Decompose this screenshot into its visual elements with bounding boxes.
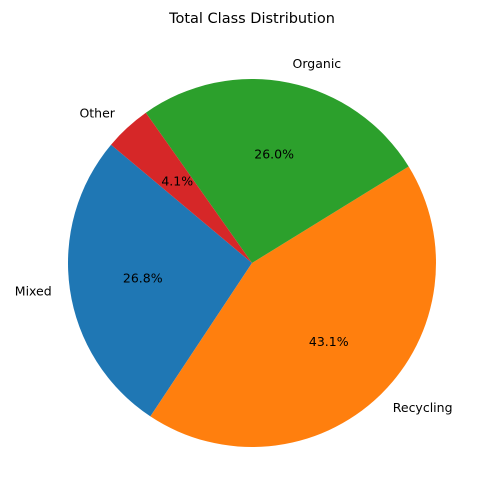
labels-layer: Mixed 26.8% Recycling 43.1% Organic 26.0% Othe… bbox=[15, 56, 453, 415]
pct-label-recycling: 43.1% bbox=[309, 334, 349, 349]
pie-slice-other bbox=[111, 112, 252, 263]
chart-title: Total Class Distribution bbox=[168, 11, 335, 27]
slice-label-mixed: Mixed bbox=[15, 284, 52, 299]
pie-slice-recycling bbox=[150, 166, 437, 448]
pie-slice-organic bbox=[145, 78, 409, 263]
pct-label-mixed: 26.8% bbox=[123, 270, 163, 285]
slice-label-recycling: Recycling bbox=[393, 400, 453, 415]
slices-layer bbox=[68, 78, 437, 448]
pie-slice-mixed bbox=[68, 144, 253, 417]
pct-label-other: 4.1% bbox=[161, 173, 193, 188]
slice-label-organic: Organic bbox=[293, 56, 342, 71]
pct-label-organic: 26.0% bbox=[254, 146, 294, 161]
slice-label-other: Other bbox=[79, 106, 115, 121]
